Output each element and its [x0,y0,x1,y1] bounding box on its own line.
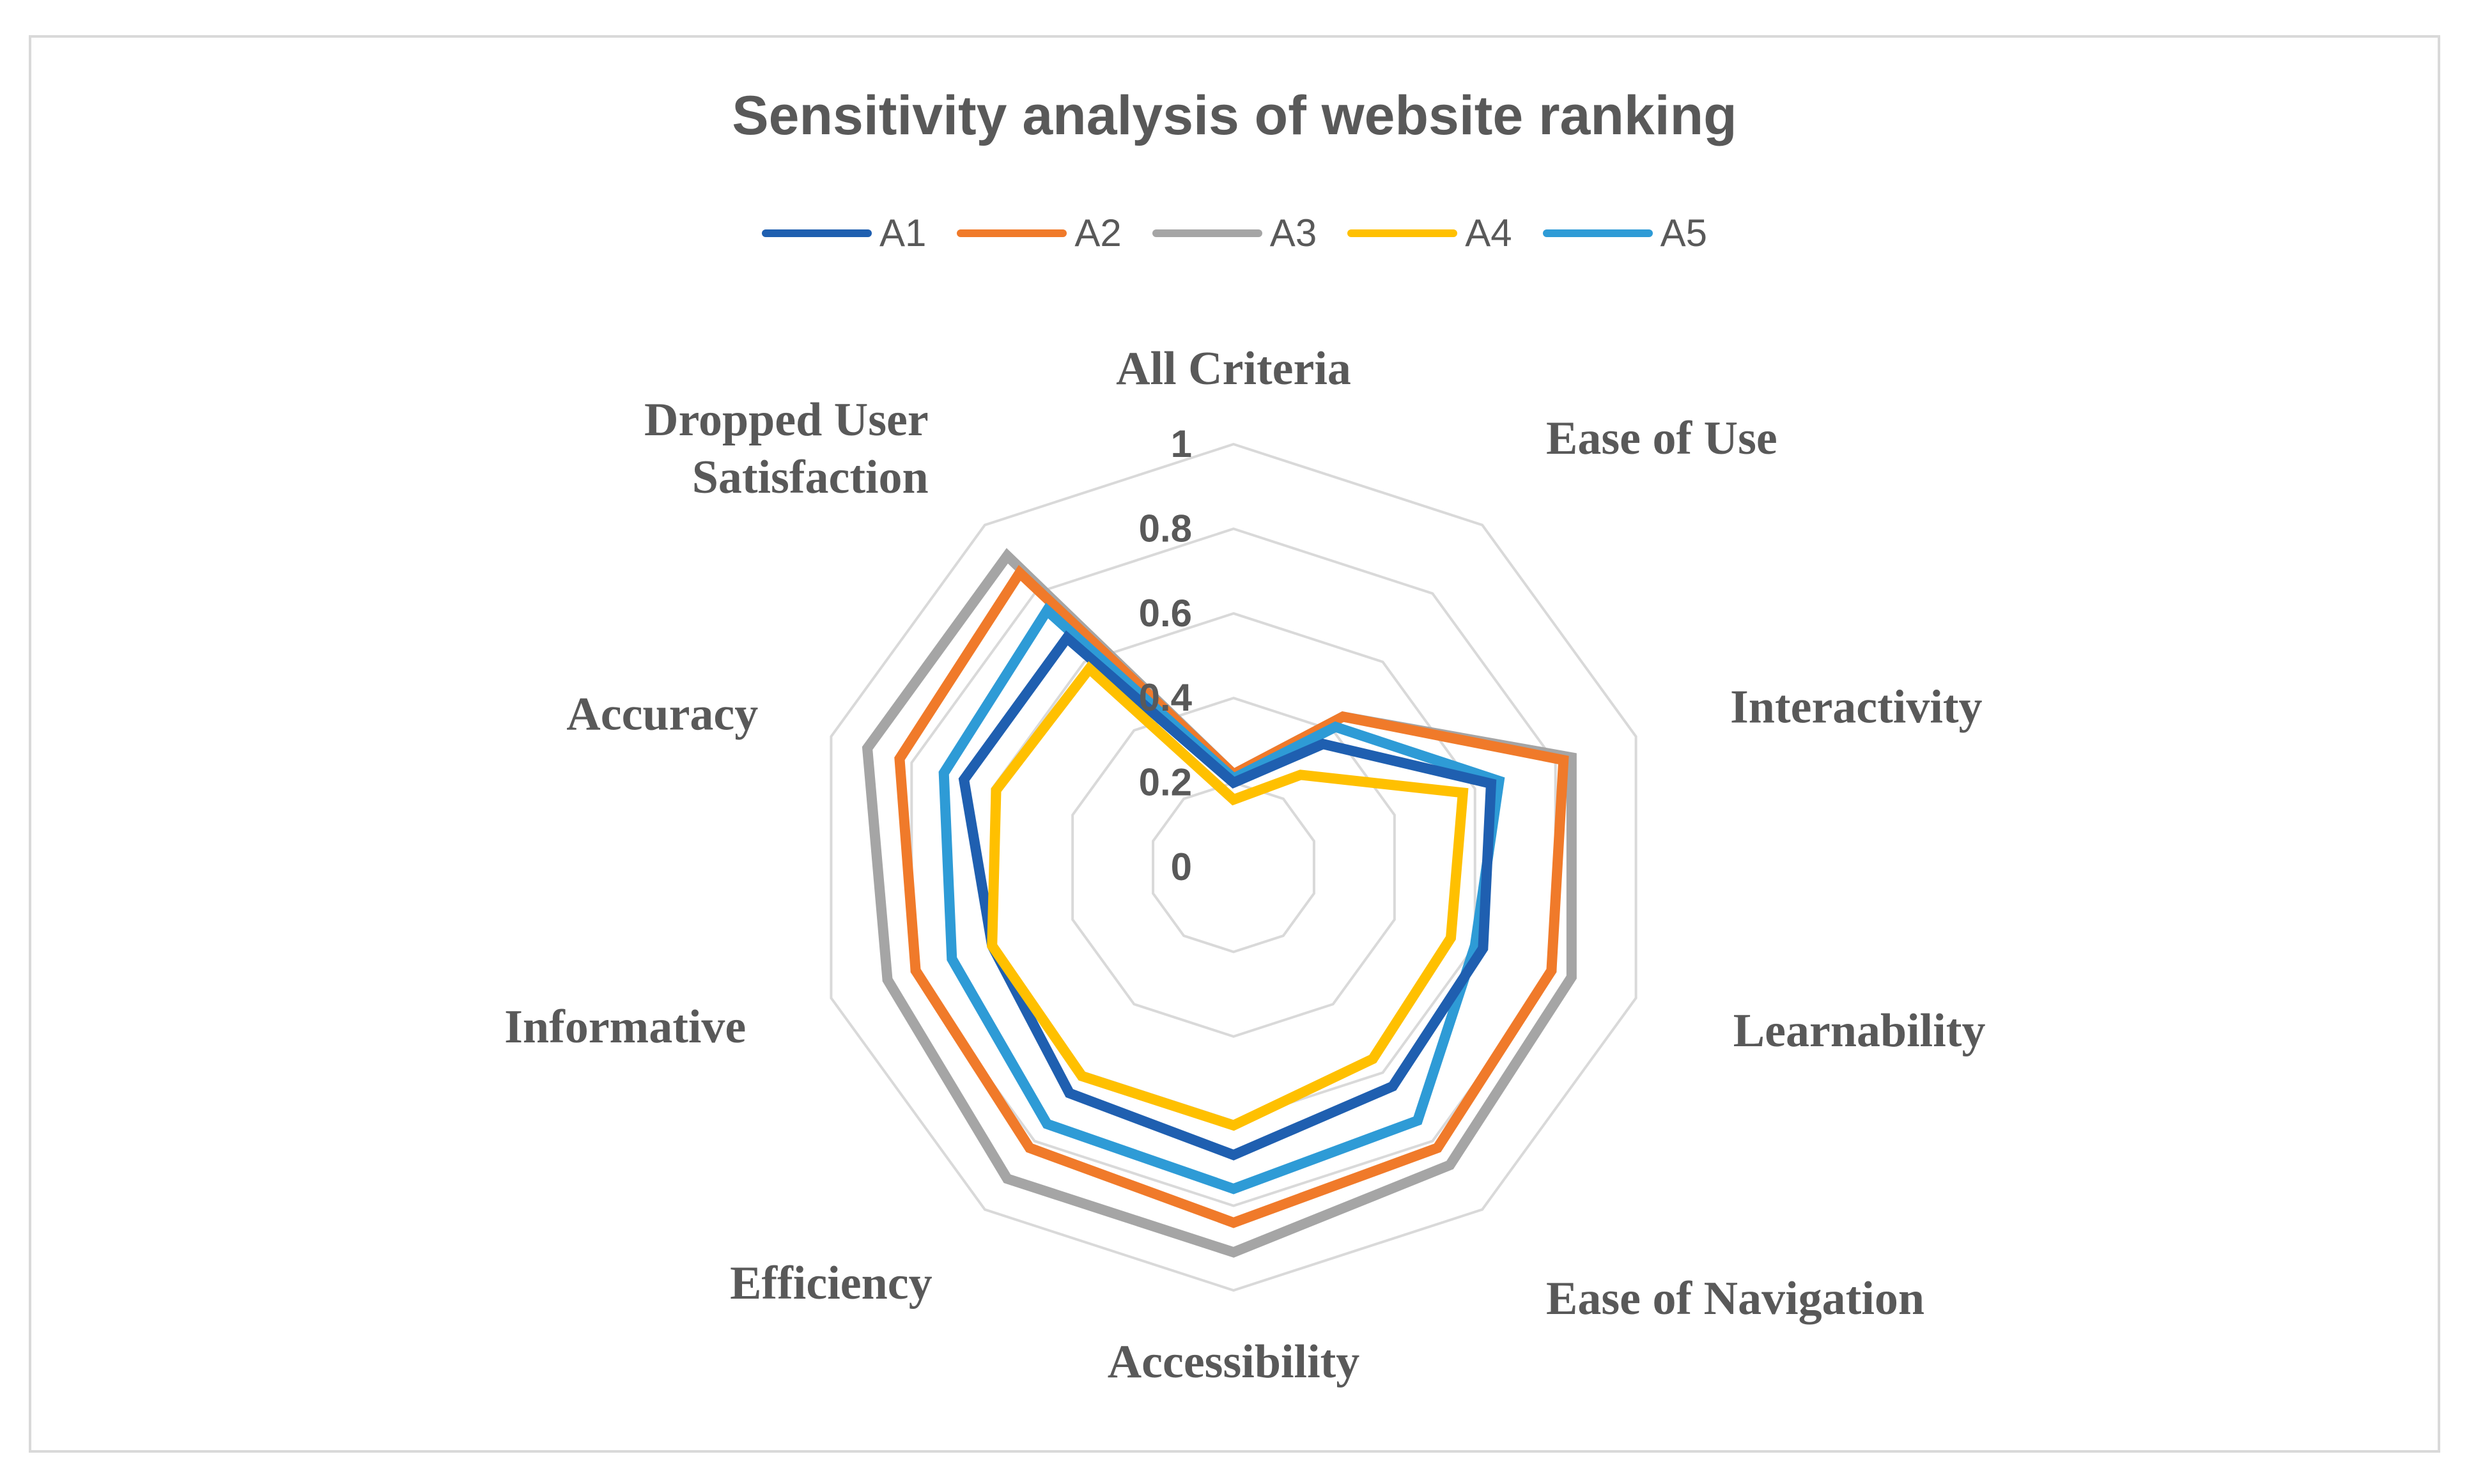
legend-label-a4: A4 [1465,212,1512,254]
axis-label-6: Efficiency [730,1257,932,1310]
grid-ring-5 [830,442,1637,1292]
series-line-a4 [987,661,1469,1131]
grid-ring-4 [910,527,1557,1207]
legend-item-a5: A5 [1542,211,1707,255]
legend-item-a4: A4 [1347,211,1512,255]
axis-label-9-line-0: Dropped User [644,394,929,446]
axis-label-2: Interactivity [1730,681,1983,734]
axis-label-0: All Criteria [1116,343,1351,395]
axis-label-3: Learnability [1733,1005,1986,1057]
tick-label-0: 0 [1171,846,1192,888]
legend-swatch-a2 [957,229,1067,237]
chart-frame [29,35,2440,1453]
axis-label-7: Informative [504,1001,746,1053]
tick-label-3: 0.6 [1139,592,1192,635]
legend-item-a3: A3 [1152,211,1317,255]
axis-label-8: Accuracy [566,688,758,740]
chart-legend: A1 A2 A3 A4 A5 [0,211,2469,255]
series-line-a5 [938,603,1505,1194]
legend-label-a2: A2 [1074,212,1122,254]
legend-swatch-a3 [1152,229,1262,237]
legend-swatch-a4 [1347,229,1458,237]
tick-label-1: 0.2 [1139,761,1192,804]
chart-title: Sensitivity analysis of website ranking [732,85,1737,146]
legend-label-a5: A5 [1660,212,1707,254]
legend-label-a3: A3 [1269,212,1317,254]
tick-label-4: 0.8 [1139,507,1192,550]
axis-label-4: Ease of Navigation [1546,1272,1924,1325]
axis-label-9-line-1: Satisfaction [692,451,929,504]
series-line-a1 [958,630,1497,1161]
axis-label-5: Accessibility [1108,1336,1360,1388]
tick-label-2: 0.4 [1139,676,1193,719]
grid-ring-1 [1152,781,1315,954]
axis-label-1: Ease of Use [1546,412,1777,465]
tick-label-5: 1 [1171,422,1192,465]
legend-label-a1: A1 [879,212,927,254]
legend-item-a1: A1 [762,211,926,255]
series-line-a2 [894,565,1569,1228]
legend-item-a2: A2 [957,211,1122,255]
legend-swatch-a1 [762,229,872,237]
legend-swatch-a5 [1542,229,1653,237]
